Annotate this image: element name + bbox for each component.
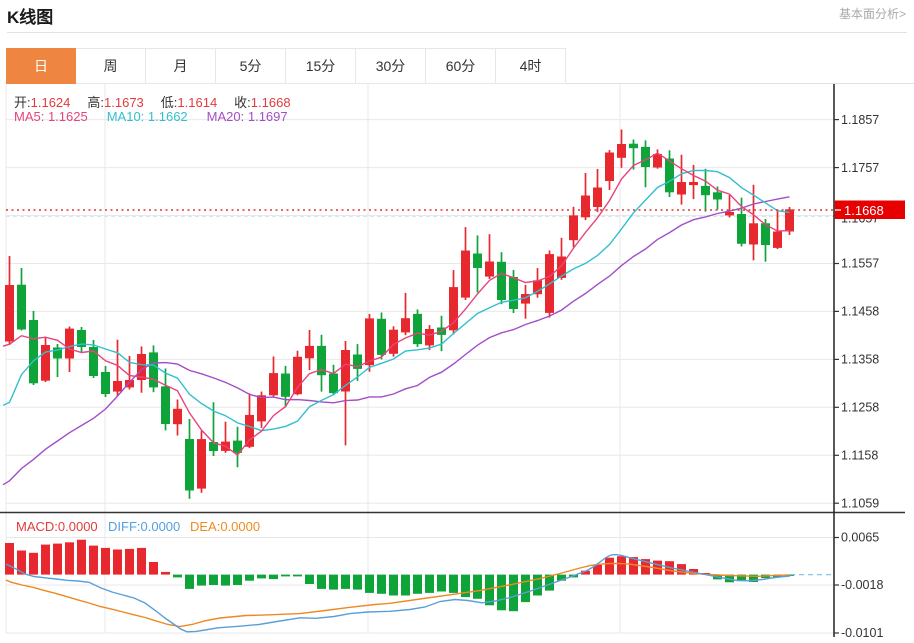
- svg-text:1.1258: 1.1258: [841, 401, 879, 415]
- svg-text:1.1158: 1.1158: [841, 449, 878, 463]
- svg-text:1.1557: 1.1557: [841, 257, 879, 271]
- svg-text:1.1668: 1.1668: [844, 203, 884, 218]
- svg-text:1.1857: 1.1857: [841, 113, 879, 127]
- svg-text:1.1059: 1.1059: [841, 496, 879, 510]
- svg-text:1.1458: 1.1458: [841, 305, 879, 319]
- svg-text:1.1358: 1.1358: [841, 353, 879, 367]
- svg-text:-0.0018: -0.0018: [841, 578, 883, 592]
- svg-text:-0.0101: -0.0101: [841, 626, 883, 640]
- svg-text:1.1757: 1.1757: [841, 161, 879, 175]
- svg-text:0.0065: 0.0065: [841, 531, 879, 545]
